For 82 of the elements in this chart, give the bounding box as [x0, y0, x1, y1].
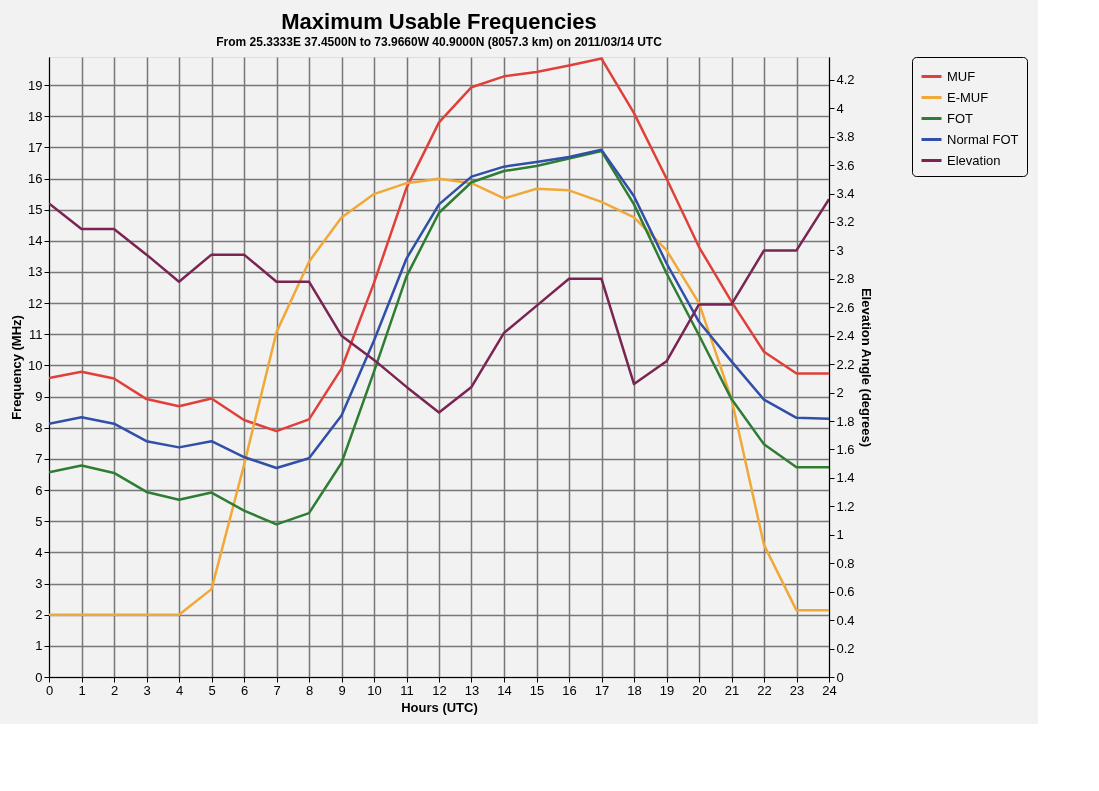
x-tick-label: 17 — [594, 682, 610, 698]
x-tick-label: 16 — [562, 682, 577, 698]
line-series — [49, 57, 829, 433]
y-tick-label: 15 — [28, 202, 43, 218]
y-tick-label: 11 — [29, 326, 43, 342]
y2-tick-label: 3.4 — [836, 186, 855, 202]
y-tick-label: 19 — [28, 77, 43, 93]
x-axis-title: Hours (UTC) — [401, 699, 478, 715]
x-tick-label: 8 — [305, 682, 314, 698]
x-tick-label: 9 — [338, 682, 346, 698]
y2-tick-label: 2.8 — [836, 271, 855, 287]
y2-tick-label: 0.8 — [836, 555, 855, 571]
x-tick-label: 1 — [78, 682, 86, 698]
x-tick-label: 6 — [240, 682, 249, 698]
y2-tick-label: 0.4 — [836, 612, 855, 628]
legend-label: E-MUF — [947, 89, 989, 105]
x-tick-label: 18 — [627, 682, 642, 698]
y2-tick-label: 3.8 — [836, 129, 855, 145]
line-series — [49, 148, 829, 470]
x-tick-label: 11 — [400, 682, 414, 698]
x-tick-label: 15 — [529, 682, 545, 698]
x-tick-label: 20 — [692, 682, 707, 698]
y2-tick-label: 2.6 — [836, 299, 855, 315]
y-tick-label: 10 — [28, 357, 43, 373]
y-axis-title: Frequency (MHz) — [9, 315, 25, 420]
y-tick-label: 14 — [28, 233, 43, 249]
y-tick-label: 13 — [28, 264, 43, 280]
legend-label: Normal FOT — [947, 131, 1019, 147]
legend-label: MUF — [947, 68, 976, 84]
x-tick-label: 0 — [45, 682, 54, 698]
x-tick-label: 14 — [497, 682, 512, 698]
x-tick-label: 24 — [822, 682, 837, 698]
y-tick-label: 18 — [28, 108, 43, 124]
y-tick-label: 9 — [35, 389, 43, 405]
y-tick-label: 6 — [35, 482, 43, 498]
y-tick-label: 8 — [35, 420, 43, 436]
x-tick-label: 13 — [464, 682, 480, 698]
y2-axis-title: Elevation Angle (degrees) — [858, 287, 874, 448]
x-tick-label: 12 — [432, 682, 447, 698]
legend-label: Elevation — [947, 152, 1001, 168]
y2-tick-label: 3 — [836, 242, 844, 258]
x-tick-label: 21 — [724, 682, 740, 698]
x-tick-label: 7 — [273, 682, 281, 698]
y2-tick-label: 2 — [836, 385, 844, 401]
y-tick-label: 0 — [35, 669, 43, 685]
y2-tick-label: 0 — [836, 669, 844, 685]
chart-title: Maximum Usable Frequencies — [281, 8, 597, 34]
y2-tick-label: 1.8 — [836, 413, 855, 429]
y2-tick-label: 2.4 — [836, 328, 855, 344]
line-series — [49, 177, 829, 616]
y-tick-label: 5 — [35, 513, 43, 529]
y2-tick-label: 4 — [836, 100, 844, 116]
x-tick-label: 5 — [208, 682, 216, 698]
y2-tick-label: 0.2 — [836, 641, 855, 657]
y2-tick-label: 0.6 — [836, 584, 855, 600]
line-series — [49, 197, 829, 414]
y2-tick-label: 3.2 — [836, 214, 855, 230]
x-tick-label: 10 — [367, 682, 382, 698]
y2-tick-label: 1.6 — [836, 441, 855, 457]
y2-tick-label: 2.2 — [836, 356, 855, 372]
y2-tick-label: 4.2 — [836, 72, 855, 88]
chart-subtitle: From 25.3333E 37.4500N to 73.9660W 40.9000N (8057.3 km) on 2011/03/14 UTC — [216, 34, 663, 49]
y2-tick-label: 1.2 — [836, 498, 855, 514]
line-series — [49, 149, 829, 526]
x-tick-label: 19 — [659, 682, 675, 698]
y-tick-label: 3 — [35, 576, 43, 592]
y-tick-label: 1 — [35, 638, 43, 654]
x-tick-label: 4 — [175, 682, 184, 698]
y-tick-label: 16 — [28, 171, 43, 187]
x-tick-label: 22 — [757, 682, 772, 698]
x-tick-label: 2 — [110, 682, 119, 698]
x-tick-label: 23 — [789, 682, 805, 698]
y-tick-label: 2 — [35, 607, 43, 623]
y2-tick-label: 1.4 — [836, 470, 855, 486]
y-tick-label: 4 — [35, 544, 43, 560]
y-tick-label: 7 — [35, 451, 43, 467]
y-tick-label: 17 — [28, 139, 43, 155]
y2-tick-label: 3.6 — [836, 157, 855, 173]
x-tick-label: 3 — [143, 682, 151, 698]
y2-tick-label: 1 — [836, 527, 844, 543]
y-tick-label: 12 — [28, 295, 43, 311]
legend-label: FOT — [947, 110, 974, 126]
